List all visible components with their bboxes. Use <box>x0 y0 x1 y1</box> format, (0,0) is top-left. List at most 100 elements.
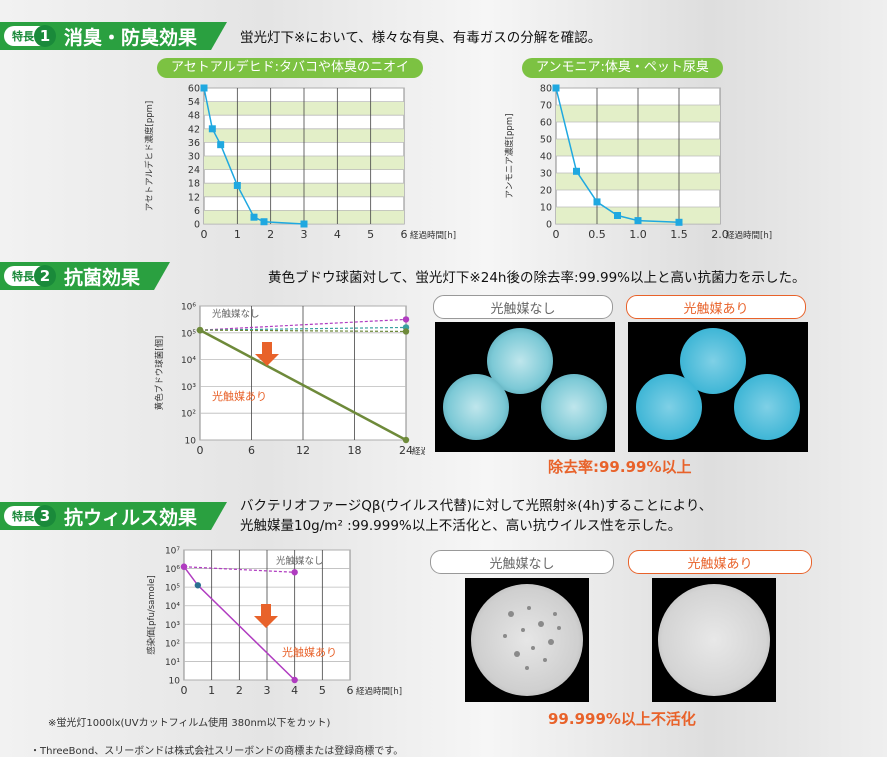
data-point <box>250 213 258 221</box>
series-line <box>199 329 407 442</box>
y-tick-label: 30 <box>540 169 552 180</box>
y-tick-label: 42 <box>188 124 200 135</box>
y-tick-label: 12 <box>188 192 200 203</box>
data-point <box>291 676 298 684</box>
x-tick-label: 0 <box>201 228 208 241</box>
x-tick-label: 1.0 <box>629 228 647 241</box>
y-tick-label: 10 <box>540 203 552 214</box>
feature-tag-1: 特長 1 消臭・防臭効果 <box>0 22 227 50</box>
annotation-without: 光触媒なし <box>212 308 260 320</box>
x-tick-label: 0.5 <box>588 228 606 241</box>
x-tick-label: 5 <box>367 228 374 241</box>
petri-dish <box>658 584 770 696</box>
plaque-spots <box>503 606 561 670</box>
data-point <box>675 218 683 226</box>
data-point <box>260 218 268 226</box>
petri-dish <box>541 374 607 440</box>
annotation-without: 光触媒なし <box>276 555 324 567</box>
petri-dish <box>734 374 800 440</box>
feature-title: 抗菌効果 <box>64 266 141 289</box>
series-line <box>199 318 407 331</box>
y-tick-label: 6 <box>194 206 200 217</box>
feature-number: 3 <box>34 505 56 527</box>
feature-title: 抗ウィルス効果 <box>64 506 198 529</box>
x-tick-label: 6 <box>248 444 255 457</box>
data-point <box>614 212 621 219</box>
feature-tag-3: 特長 3 抗ウィルス効果 <box>0 502 227 530</box>
y-tick-label: 10⁴ <box>181 356 196 366</box>
y-tick-label: 40 <box>540 152 552 163</box>
x-tick-label: 2 <box>267 228 274 241</box>
y-axis-label: アセトアルデヒド濃度[ppm] <box>144 101 155 211</box>
x-tick-label: 24 <box>399 444 413 457</box>
y-axis-label: アンモニア濃度[ppm] <box>504 114 515 199</box>
bacteria-result: 除去率:99.99%以上 <box>548 458 692 476</box>
y-tick-label: 10² <box>165 639 180 649</box>
y-tick-label: 10¹ <box>165 658 180 668</box>
footer-trademark: ・ThreeBond、スリーボンドは株式会社スリーボンドの商標または登録商標です… <box>30 746 404 757</box>
y-tick-label: 10 <box>185 437 197 447</box>
data-point <box>402 436 410 444</box>
chart-title: アセトアルデヒド:タバコや体臭のニオイ <box>157 58 423 78</box>
x-tick-label: 1 <box>208 684 215 697</box>
y-tick-label: 10⁴ <box>165 602 180 612</box>
data-point <box>208 125 216 133</box>
x-tick-label: 1 <box>234 228 241 241</box>
x-tick-label: 0 <box>197 444 204 457</box>
x-tick-label: 2 <box>236 684 243 697</box>
y-tick-label: 0 <box>194 220 200 231</box>
annotation-with: 光触媒あり <box>282 645 337 659</box>
y-tick-label: 48 <box>188 111 200 122</box>
x-tick-label: 0 <box>553 228 560 241</box>
feature-description-line1: バクテリオファージQβ(ウイルス代替)に対して光照射※(4h)することにより、 <box>240 498 713 514</box>
feature-description: 蛍光灯下※において、様々な有臭、有毒ガスの分解を確認。 <box>240 30 602 46</box>
x-axis-label: 経過時間[h] <box>356 686 402 697</box>
series-line <box>555 87 680 224</box>
feature-title: 消臭・防臭効果 <box>64 26 198 49</box>
data-point <box>593 198 601 206</box>
virus-photo-without <box>465 578 589 702</box>
x-tick-label: 4 <box>291 684 298 697</box>
feature-description-line2: 光触媒量10g/m² :99.999%以上不活化と、高い抗ウイルス性を示した。 <box>240 518 682 534</box>
y-tick-label: 10⁶ <box>181 303 196 313</box>
virus-photo-with <box>652 578 776 702</box>
annotation-with: 光触媒あり <box>212 389 267 403</box>
x-axis-label: 経過時間[h] <box>726 230 772 241</box>
chart-title: アンモニア:体臭・ペット尿臭 <box>522 58 723 78</box>
x-tick-label: 6 <box>401 228 408 241</box>
series-line <box>199 326 407 331</box>
footnote: ※蛍光灯1000lx(UVカットフィルム使用 380nm以下をカット) <box>48 718 331 729</box>
x-tick-label: 3 <box>264 684 271 697</box>
feature-tag-2: 特長 2 抗菌効果 <box>0 262 170 290</box>
data-point <box>634 217 642 225</box>
data-point <box>196 326 204 334</box>
feature-description: 黄色ブドウ球菌対して、蛍光灯下※24h後の除去率:99.99%以上と高い抗菌力を… <box>268 270 806 286</box>
series-line <box>199 329 407 333</box>
y-tick-label: 10² <box>181 410 196 420</box>
x-axis-label: 経過時間[h] <box>410 230 456 241</box>
x-tick-label: 5 <box>319 684 326 697</box>
data-point <box>194 582 202 589</box>
y-tick-label: 60 <box>540 118 552 129</box>
y-tick-label: 50 <box>540 135 552 146</box>
x-tick-label: 0 <box>181 684 188 697</box>
petri-dish <box>471 584 583 696</box>
y-axis-label: 黄色ブドウ球菌[個] <box>154 336 165 411</box>
data-point <box>402 316 410 323</box>
petri-dish <box>636 374 702 440</box>
data-point <box>233 181 241 189</box>
y-tick-label: 54 <box>188 97 200 108</box>
data-point <box>180 563 188 570</box>
y-tick-label: 10⁵ <box>181 329 196 339</box>
x-tick-label: 2.0 <box>711 228 729 241</box>
x-tick-label: 18 <box>348 444 362 457</box>
x-tick-label: 1.5 <box>670 228 688 241</box>
y-tick-label: 10⁵ <box>165 584 180 594</box>
petri-dish <box>443 374 509 440</box>
chip-without-photocatalyst: 光触媒なし <box>433 295 613 319</box>
virus-chart: 10 10¹ 10² 10³ 10⁴ 10⁵ 10⁶ 10⁷ 0 1 2 3 4 5 6 経過時間[h] 感染価… <box>146 547 402 698</box>
y-tick-label: 0 <box>546 220 552 231</box>
chip-without-photocatalyst: 光触媒なし <box>430 550 614 574</box>
